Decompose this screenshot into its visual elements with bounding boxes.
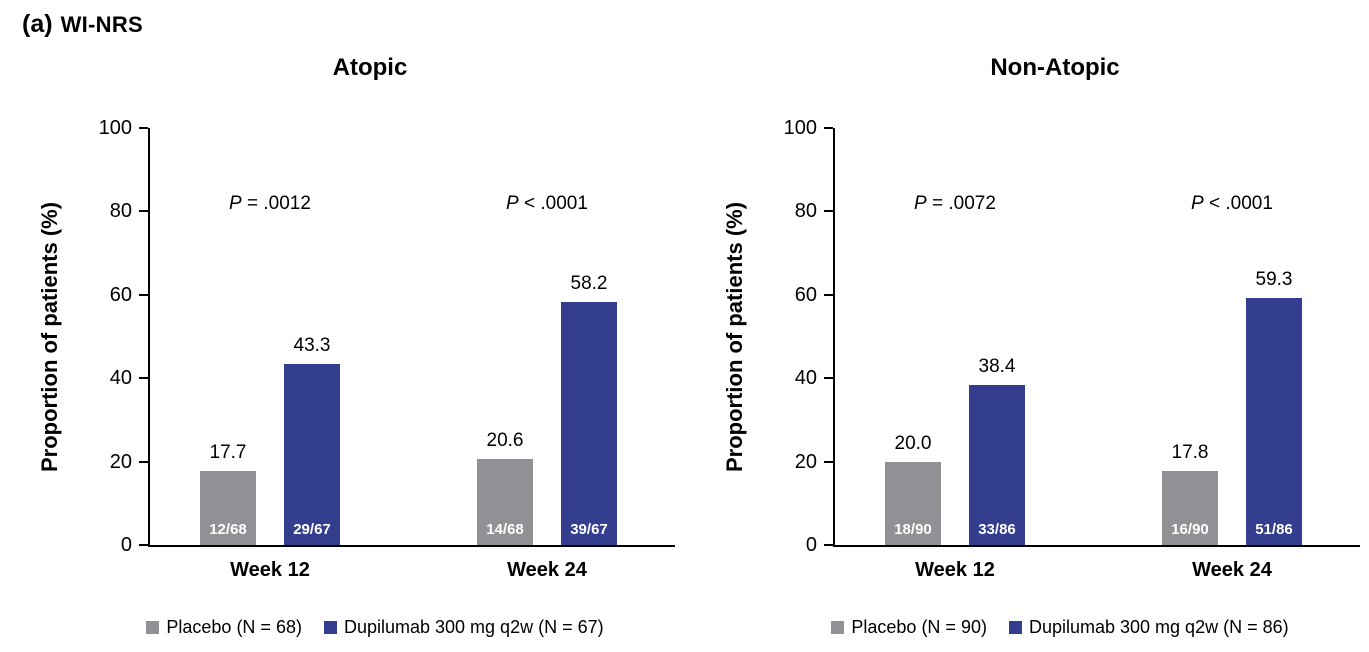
bar-value-label: 17.7 [209, 442, 247, 464]
figure-title: WI-NRS [60, 12, 144, 37]
y-tick-label: 80 [794, 200, 817, 223]
y-tick-mark [824, 293, 833, 296]
bar-fraction-label: 14/68 [486, 521, 524, 538]
y-tick-label: 80 [109, 200, 132, 223]
x-category-label: Week 12 [915, 559, 995, 581]
x-category-label: Week 24 [1192, 559, 1272, 581]
y-tick-mark [139, 210, 148, 213]
x-category-label: Week 12 [230, 559, 310, 581]
bar-fraction-label: 33/86 [978, 521, 1016, 538]
y-axis-line [833, 128, 835, 547]
legend-non-atopic: Placebo (N = 90) Dupilumab 300 mg q2w (N … [685, 617, 1369, 638]
y-tick-mark [139, 460, 148, 463]
panel-non-atopic: Non-Atopic Proportion of patients (%) 0 2… [685, 0, 1369, 652]
p-value-label: P = .0072 [914, 193, 996, 214]
legend-swatch [1008, 621, 1022, 634]
bar-fraction-label: 16/90 [1171, 521, 1209, 538]
panel-atopic: Atopic Proportion of patients (%) 0 20 40 6… [0, 0, 684, 652]
bar-fraction-label: 39/67 [570, 521, 608, 538]
bar-value-label: 59.3 [1255, 268, 1293, 290]
x-axis-line [833, 545, 1360, 547]
y-tick-label: 60 [794, 283, 817, 306]
legend-label: Dupilumab 300 mg q2w (N = 86) [1028, 617, 1289, 637]
bar-group-week-12: 18/90 20.0 33/86 38.4 P = .0072 Week 12 [885, 128, 1025, 581]
y-axis-title-text: Proportion of patients (%) [722, 201, 747, 472]
y-tick-label: 60 [109, 283, 132, 306]
y-tick-mark [824, 127, 833, 129]
y-tick-mark [139, 377, 148, 380]
legend-item-placebo: Placebo (N = 68) [146, 617, 302, 638]
bar-fraction-label: 18/90 [894, 521, 932, 538]
y-axis-title: Proportion of patients (%) [14, 128, 86, 545]
bar-placebo-week-12: 12/68 [200, 471, 256, 545]
bar-placebo-week-12: 18/90 [885, 461, 941, 545]
legend-swatch [146, 621, 160, 634]
p-value-label: P < .0001 [1191, 193, 1273, 214]
y-tick-label: 40 [109, 367, 132, 390]
bar-placebo-week-24: 16/90 [1162, 470, 1218, 545]
bar-fraction-label: 29/67 [293, 521, 331, 538]
bar-dupilumab-300-mg-q2w-week-12: 33/86 [969, 384, 1025, 545]
bar-fraction-label: 51/86 [1255, 521, 1293, 538]
y-tick-label: 20 [794, 450, 817, 473]
x-axis-line [148, 545, 675, 547]
legend-item-placebo: Placebo (N = 90) [831, 617, 987, 638]
figure-panel-letter: (a) [22, 10, 53, 38]
bar-group-week-12: 12/68 17.7 29/67 43.3 P = .0012 Week 12 [200, 128, 340, 581]
y-tick-label: 100 [98, 117, 132, 139]
panel-title-non-atopic: Non-Atopic [990, 54, 1120, 81]
p-value-label: P = .0012 [229, 193, 311, 214]
y-tick-mark [139, 544, 148, 546]
bar-value-label: 43.3 [293, 335, 331, 357]
panel-title-atopic: Atopic [332, 54, 408, 81]
y-tick-mark [824, 210, 833, 213]
bar-dupilumab-300-mg-q2w-week-24: 51/86 [1246, 297, 1302, 545]
y-axis-title-text: Proportion of patients (%) [37, 201, 62, 472]
legend-atopic: Placebo (N = 68) Dupilumab 300 mg q2w (N … [0, 617, 684, 638]
bar-placebo-week-24: 14/68 [477, 459, 533, 545]
bar-value-label: 20.0 [894, 432, 932, 454]
legend-item-dupilumab-300-mg-q2w: Dupilumab 300 mg q2w (N = 86) [1008, 617, 1289, 638]
y-tick-mark [824, 377, 833, 380]
legend-swatch [323, 621, 337, 634]
y-tick-mark [139, 127, 148, 129]
bar-fraction-label: 12/68 [209, 521, 247, 538]
bar-group-week-24: 14/68 20.6 39/67 58.2 P < .0001 Week 24 [477, 128, 617, 581]
legend-label: Dupilumab 300 mg q2w (N = 67) [343, 617, 604, 637]
legend-swatch [831, 621, 845, 634]
bar-value-label: 20.6 [486, 430, 524, 452]
x-category-label: Week 24 [507, 559, 587, 581]
y-tick-label: 100 [783, 117, 817, 139]
bar-value-label: 58.2 [570, 273, 608, 295]
legend-item-dupilumab-300-mg-q2w: Dupilumab 300 mg q2w (N = 67) [323, 617, 604, 638]
bar-value-label: 17.8 [1171, 441, 1209, 463]
legend-label: Placebo (N = 68) [166, 617, 302, 637]
plot-area-atopic: 0 20 40 60 80 100 12/68 17.7 29/67 43.3 P = .0012 W… [99, 117, 675, 581]
y-tick-label: 0 [805, 534, 817, 556]
bar-group-week-24: 16/90 17.8 51/86 59.3 P < .0001 Week 24 [1162, 128, 1302, 581]
plot-area-non-atopic: 0 20 40 60 80 100 18/90 20.0 33/86 38.4 P = .0072 W… [784, 117, 1360, 581]
y-tick-mark [824, 460, 833, 463]
y-tick-label: 40 [794, 367, 817, 390]
bar-dupilumab-300-mg-q2w-week-24: 39/67 [561, 302, 617, 545]
bar-value-label: 38.4 [978, 355, 1016, 377]
y-tick-mark [824, 544, 833, 546]
legend-label: Placebo (N = 90) [851, 617, 987, 637]
y-axis-line [148, 128, 150, 547]
y-tick-mark [139, 293, 148, 296]
y-tick-label: 0 [120, 534, 132, 556]
y-tick-label: 20 [109, 450, 132, 473]
bar-dupilumab-300-mg-q2w-week-12: 29/67 [284, 364, 340, 545]
p-value-label: P < .0001 [506, 193, 588, 214]
y-axis-title: Proportion of patients (%) [699, 128, 771, 545]
figure-heading: (a) WI-NRS [22, 10, 143, 39]
